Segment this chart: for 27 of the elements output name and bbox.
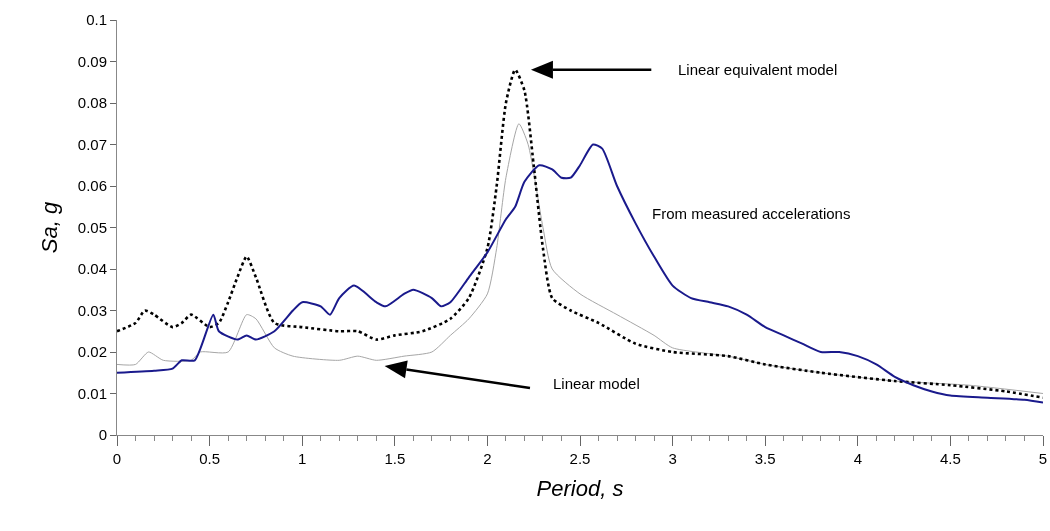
x-tick-label: 4.5 <box>939 450 961 467</box>
x-tick-label: 2 <box>483 450 492 467</box>
y-tick-label: 0.06 <box>77 177 107 195</box>
y-tick-label: 0 <box>98 426 107 444</box>
y-tick-label: 0.05 <box>77 218 107 236</box>
annotation: Linear model <box>553 375 640 392</box>
y-tick-label: 0.07 <box>77 135 107 153</box>
x-axis-title: Period, s <box>536 475 624 501</box>
x-tick-label: 3 <box>668 450 677 467</box>
x-tick-label: 2.5 <box>569 450 591 467</box>
y-tick-label: 0.1 <box>86 11 107 29</box>
y-tick-label: 0.03 <box>77 301 107 319</box>
x-tick-label: 4 <box>853 450 862 467</box>
annotation: From measured accelerations <box>652 205 851 222</box>
x-tick-label: 1.5 <box>384 450 406 467</box>
y-tick-label: 0.04 <box>77 260 107 278</box>
x-tick-label: 3.5 <box>754 450 776 467</box>
x-tick-label: 1 <box>298 450 307 467</box>
y-tick-label: 0.08 <box>77 94 107 112</box>
y-axis-title: Sa, g <box>36 201 62 254</box>
annotation: Linear equivalent model <box>678 61 838 78</box>
y-tick-label: 0.09 <box>77 52 107 70</box>
x-tick-label: 0.5 <box>199 450 221 467</box>
y-tick-label: 0.02 <box>77 343 107 361</box>
x-tick-label: 5 <box>1038 450 1048 467</box>
x-tick-label: 0 <box>112 450 122 467</box>
y-tick-label: 0.01 <box>77 384 107 402</box>
